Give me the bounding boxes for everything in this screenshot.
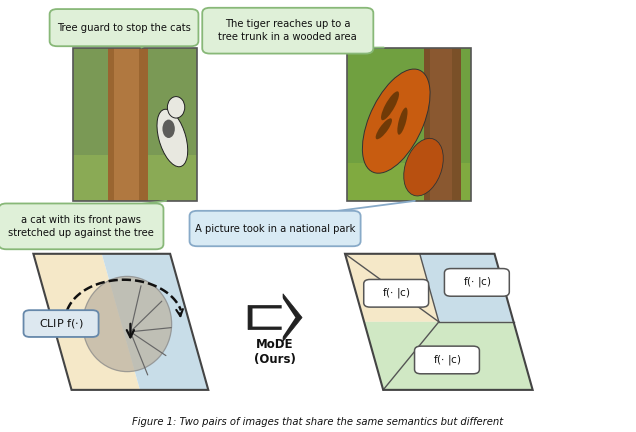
Ellipse shape — [157, 109, 188, 167]
Polygon shape — [34, 254, 140, 390]
FancyBboxPatch shape — [50, 9, 198, 46]
Polygon shape — [248, 294, 302, 341]
FancyBboxPatch shape — [73, 155, 197, 201]
Text: f($\cdot$ |c): f($\cdot$ |c) — [462, 275, 491, 289]
Text: A picture took in a national park: A picture took in a national park — [195, 223, 356, 234]
FancyBboxPatch shape — [114, 48, 139, 201]
FancyBboxPatch shape — [24, 310, 99, 337]
Polygon shape — [420, 254, 514, 322]
Polygon shape — [364, 322, 533, 390]
Ellipse shape — [363, 69, 430, 173]
FancyBboxPatch shape — [364, 280, 429, 307]
Polygon shape — [345, 254, 439, 322]
Text: a cat with its front paws
stretched up against the tree: a cat with its front paws stretched up a… — [8, 215, 154, 238]
Text: Figure 1: Two pairs of images that share the same semantics but different: Figure 1: Two pairs of images that share… — [132, 417, 504, 428]
Text: The tiger reaches up to a
tree trunk in a wooded area: The tiger reaches up to a tree trunk in … — [218, 19, 357, 42]
Text: f($\cdot$ |c): f($\cdot$ |c) — [382, 286, 410, 300]
FancyBboxPatch shape — [424, 48, 460, 201]
Ellipse shape — [167, 97, 185, 118]
Ellipse shape — [162, 120, 175, 138]
Text: Tree guard to stop the cats: Tree guard to stop the cats — [57, 22, 191, 33]
FancyBboxPatch shape — [430, 48, 452, 201]
FancyBboxPatch shape — [73, 48, 197, 201]
Ellipse shape — [404, 138, 443, 196]
Ellipse shape — [398, 108, 408, 135]
FancyBboxPatch shape — [108, 48, 148, 201]
Ellipse shape — [83, 276, 172, 372]
Text: CLIP f($\cdot$): CLIP f($\cdot$) — [39, 317, 83, 330]
Ellipse shape — [381, 91, 399, 120]
Polygon shape — [102, 254, 209, 390]
FancyBboxPatch shape — [347, 48, 471, 201]
FancyBboxPatch shape — [190, 211, 361, 246]
FancyBboxPatch shape — [445, 269, 509, 296]
Polygon shape — [252, 297, 295, 338]
FancyBboxPatch shape — [0, 203, 163, 249]
Ellipse shape — [376, 118, 392, 139]
FancyBboxPatch shape — [415, 346, 480, 374]
Text: f($\cdot$ |c): f($\cdot$ |c) — [432, 353, 461, 367]
FancyBboxPatch shape — [202, 8, 373, 54]
Text: MoDE
(Ours): MoDE (Ours) — [254, 338, 296, 366]
FancyBboxPatch shape — [347, 162, 471, 201]
